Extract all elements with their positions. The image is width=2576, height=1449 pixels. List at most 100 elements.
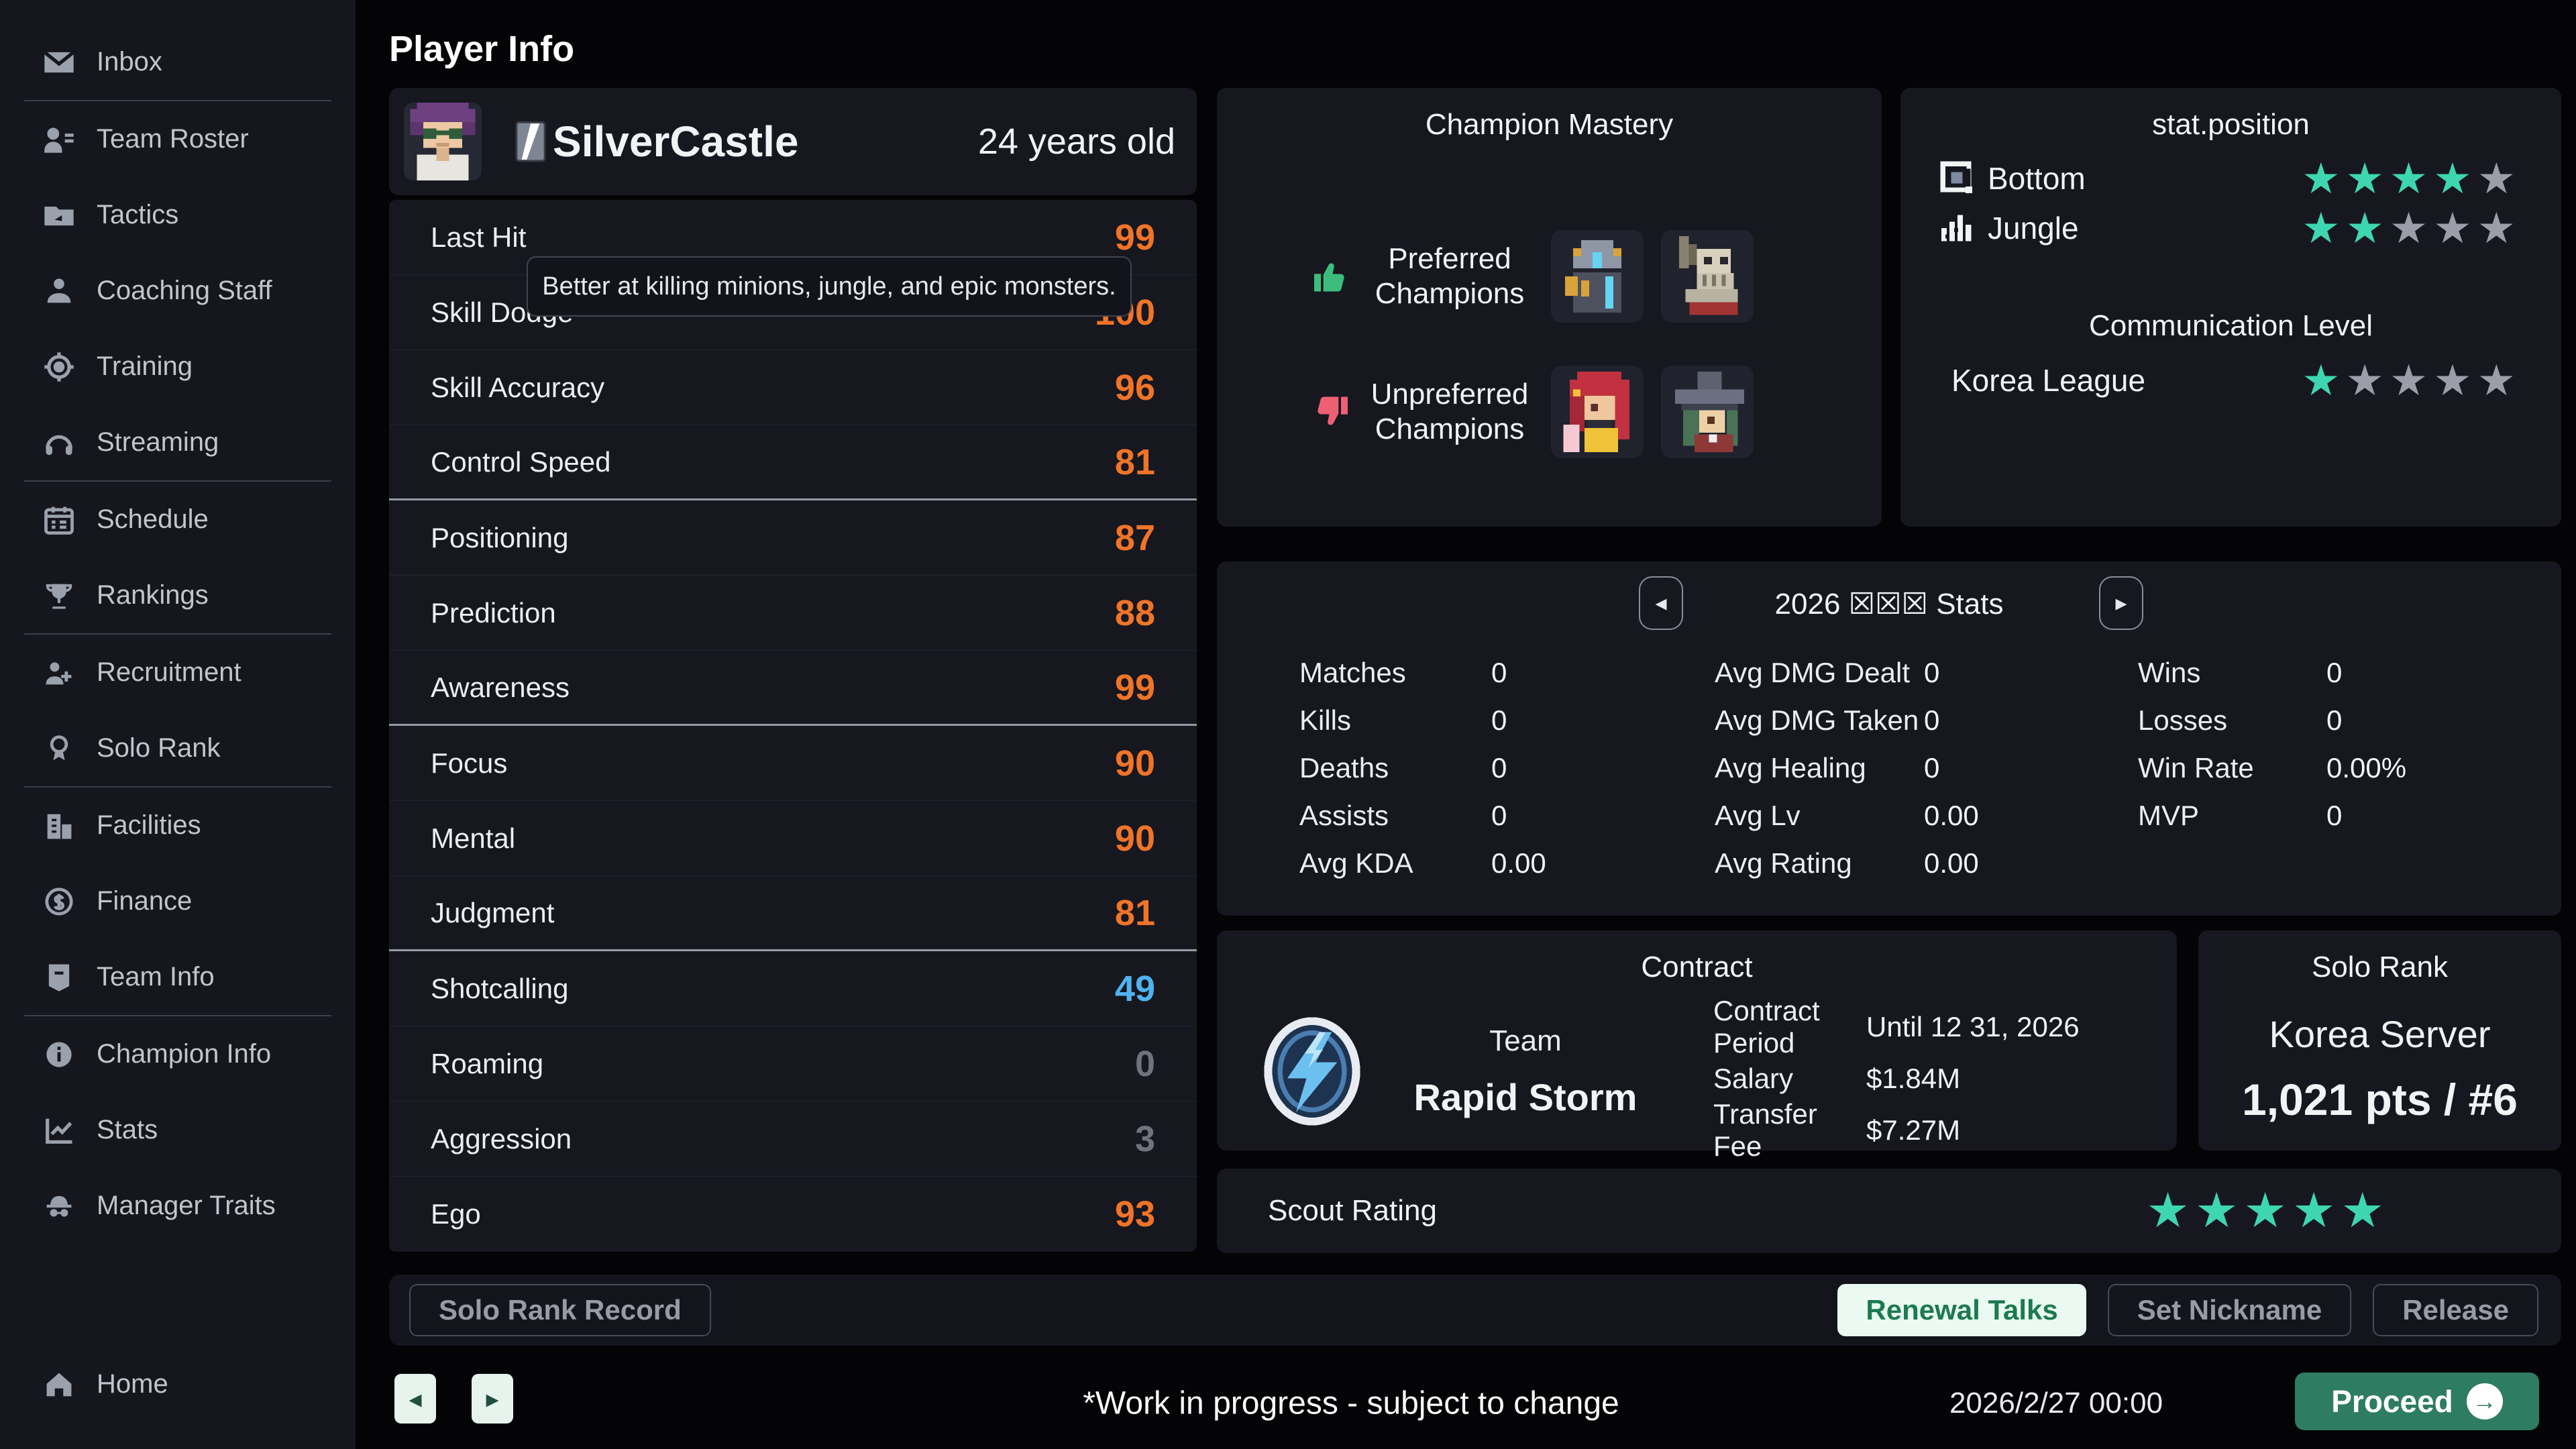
sidebar: Inbox Team Roster Tactics Coaching Staff… [0, 0, 356, 1449]
champion-tile[interactable] [1661, 230, 1754, 323]
team-logo [1264, 1017, 1360, 1126]
medal-icon [50, 735, 68, 760]
sidebar-item-solo-rank[interactable]: Solo Rank [0, 710, 356, 786]
footer-prev-button[interactable]: ◂ [394, 1374, 436, 1424]
position-panel: stat.position Bottom ★★★★★ Jungle ★★★★★ … [1900, 88, 2561, 527]
action-bar-right: Renewal Talks Set Nickname Release [1837, 1284, 2538, 1336]
sidebar-item-facilities[interactable]: Facilities [0, 788, 356, 863]
sidebar-item-finance[interactable]: Finance [0, 863, 356, 939]
attribute-row[interactable]: Judgment 81 [389, 876, 1197, 951]
target-icon [44, 352, 74, 382]
team-block: Team Rapid Storm [1388, 1024, 1663, 1119]
star-rating: ★★★★★ [2302, 204, 2521, 252]
season-stats-col1: Matches 0 Kills 0 Deaths 0 Assists 0 Avg KDA… [1299, 656, 1546, 879]
attribute-row[interactable]: Last Hit 99 [389, 200, 1197, 275]
robot-champion-icon [1565, 240, 1621, 313]
trophy-icon [46, 584, 72, 608]
season-stats-panel: ◂ 2026 ☒☒☒ Stats ▸ Matches 0 Kills 0 Death… [1217, 561, 2561, 916]
release-button[interactable]: Release [2373, 1284, 2538, 1336]
team-name: Rapid Storm [1413, 1076, 1638, 1118]
champion-tile[interactable] [1551, 230, 1644, 323]
attribute-row[interactable]: Positioning 87 [389, 500, 1197, 576]
banner-icon [48, 964, 70, 991]
attribute-row[interactable]: Skill Accuracy 96 [389, 350, 1197, 425]
sidebar-item-champion-info[interactable]: Champion Info [0, 1016, 356, 1092]
sidebar-item-rankings[interactable]: Rankings [0, 557, 356, 633]
panel-title: Champion Mastery [1425, 108, 1674, 141]
solo-rank-server: Korea Server [2269, 1013, 2491, 1055]
tactics-icon [44, 206, 74, 225]
sidebar-item-inbox[interactable]: Inbox [0, 24, 356, 100]
attribute-row[interactable]: Shotcalling 49 [389, 951, 1197, 1026]
season-stats-col3: Wins 0 Losses 0 Win Rate 0.00% MVP 0 [2138, 656, 2407, 831]
building-icon [47, 814, 72, 839]
attribute-row[interactable]: Awareness 99 [389, 651, 1197, 726]
footer-next-button[interactable]: ▸ [472, 1374, 513, 1424]
game-date: 2026/2/27 00:00 [1949, 1387, 2163, 1419]
dollar-coin-icon [45, 887, 73, 916]
attribute-row[interactable]: Prediction 88 [389, 576, 1197, 651]
bottom-lane-icon [1940, 161, 1972, 193]
season-prev-button[interactable]: ◂ [1639, 576, 1683, 630]
solo-rank-record-button[interactable]: Solo Rank Record [409, 1284, 711, 1336]
team-roster-icon [44, 127, 74, 153]
communication-row-korea-league: Korea League ★★★★★ [1951, 356, 2521, 405]
contract-panel: Contract Team Rapid Storm Contract Period… [1217, 930, 2177, 1162]
champion-tile[interactable] [1661, 366, 1754, 458]
player-name: SilverCastle [553, 117, 799, 166]
star-rating: ★★★★★ [2302, 356, 2521, 405]
sidebar-item-team-roster[interactable]: Team Roster [0, 101, 356, 177]
skeleton-knight-champion-icon [1679, 236, 1738, 315]
communication-level-title: Communication Level [2088, 309, 2373, 342]
attribute-row[interactable]: Aggression 3 [389, 1102, 1197, 1177]
attribute-row[interactable]: Ego 93 [431, 1194, 1155, 1234]
sidebar-divider [24, 1015, 331, 1016]
season-stats-col2: Avg DMG Dealt 0 Avg DMG Taken 0 Avg Healin… [1715, 656, 1979, 879]
season-next-button[interactable]: ▸ [2099, 576, 2143, 630]
unpreferred-champions-row: Unpreferred Champions [1311, 366, 1754, 458]
person-plus-icon [46, 661, 72, 684]
sidebar-item-coaching-staff[interactable]: Coaching Staff [0, 253, 356, 329]
proceed-button[interactable]: Proceed → [2295, 1373, 2539, 1430]
set-nickname-button[interactable]: Set Nickname [2107, 1284, 2352, 1336]
sidebar-item-recruitment[interactable]: Recruitment [0, 635, 356, 710]
solo-rank-panel: Solo Rank Korea Server 1,021 pts / #6 [2198, 930, 2561, 1150]
scout-rating-panel: Scout Rating ★★★★★ [1217, 1169, 2561, 1253]
sidebar-item-schedule[interactable]: Schedule [0, 482, 356, 557]
proceed-arrow-icon: → [2466, 1383, 2503, 1419]
sidebar-item-home[interactable]: Home [0, 1346, 356, 1422]
solo-rank-points: 1,021 pts / #6 [2242, 1075, 2518, 1124]
pixel-avatar-art [404, 103, 482, 180]
scout-rating-label: Scout Rating [1268, 1194, 1437, 1227]
player-avatar [404, 103, 482, 180]
incognito-icon [46, 1195, 72, 1217]
contract-details: Contract Period Until 12 31, 2026 Salary … [1713, 994, 2080, 1162]
season-stats-title: 2026 ☒☒☒ Stats [1774, 588, 2004, 621]
sidebar-item-manager-traits[interactable]: Manager Traits [0, 1168, 356, 1244]
red-haired-champion-icon [1563, 372, 1629, 452]
champion-tile[interactable] [1551, 366, 1644, 458]
sidebar-item-team-info[interactable]: Team Info [0, 939, 356, 1015]
sidebar-item-stats[interactable]: Stats [0, 1092, 356, 1168]
action-bar: Solo Rank Record Renewal Talks Set Nickn… [389, 1275, 2561, 1346]
thumbs-down-icon [1318, 396, 1348, 425]
player-card: SilverCastle 24 years old [389, 88, 1197, 195]
preferred-champions-label: Preferred Champions [1375, 242, 1525, 310]
sidebar-item-streaming[interactable]: Streaming [0, 405, 356, 480]
player-age: 24 years old [977, 121, 1175, 162]
person-icon [47, 278, 71, 303]
attribute-row[interactable]: Roaming 0 [389, 1026, 1197, 1102]
position-row-bottom: Bottom ★★★★★ [1938, 148, 2521, 209]
sidebar-item-tactics[interactable]: Tactics [0, 177, 356, 253]
panel-title: stat.position [2152, 108, 2310, 141]
mail-icon [43, 50, 75, 72]
attribute-row[interactable]: Mental 90 [389, 801, 1197, 876]
panel-title: Solo Rank [2311, 951, 2448, 983]
attribute-row[interactable]: Control Speed 81 [389, 425, 1197, 500]
unpreferred-champions-label: Unpreferred Champions [1371, 378, 1529, 445]
renewal-talks-button[interactable]: Renewal Talks [1837, 1284, 2086, 1336]
sidebar-divider [24, 633, 331, 635]
attribute-row[interactable]: Focus 90 [389, 726, 1197, 801]
sidebar-item-training[interactable]: Training [0, 329, 356, 405]
